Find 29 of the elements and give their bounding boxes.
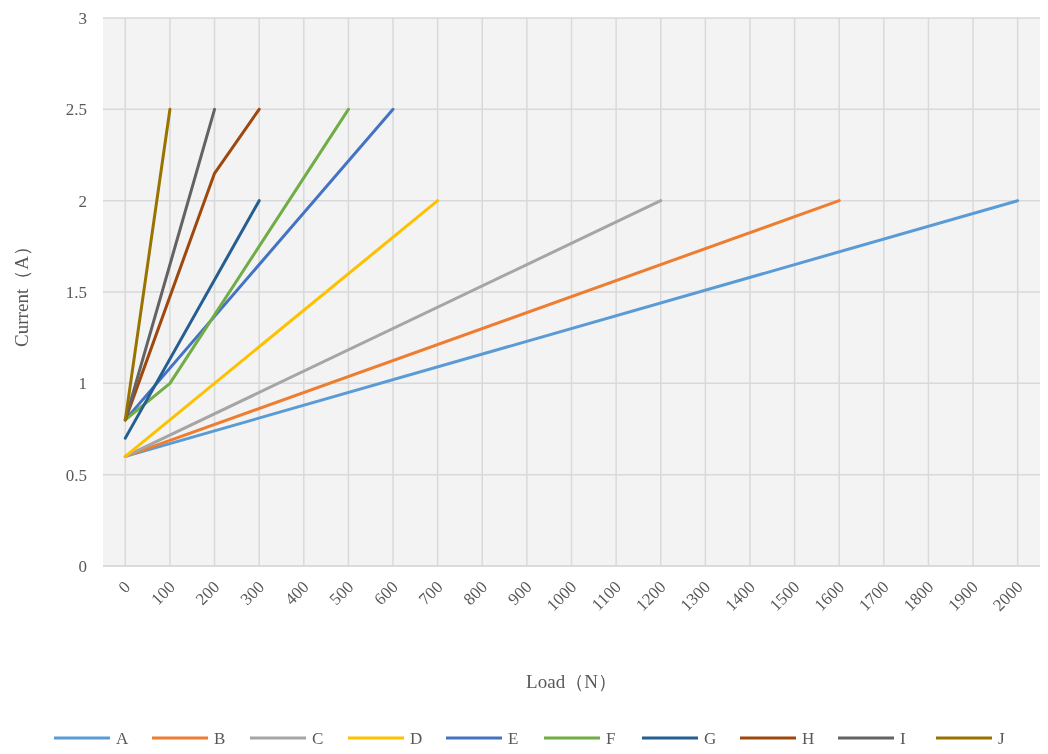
y-tick-label: 2.5 (65, 100, 87, 120)
y-tick-label: 2 (78, 191, 87, 211)
x-tick-label: 500 (325, 577, 358, 609)
x-tick-label: 300 (236, 577, 268, 609)
y-tick-label: 0 (78, 556, 87, 576)
y-tick-label: 3 (78, 8, 87, 28)
y-tick-label: 1.5 (65, 282, 87, 302)
x-tick-label: 600 (370, 577, 402, 609)
legend-label: C (312, 728, 324, 748)
y-tick-label: 0.5 (65, 465, 87, 485)
y-tick-label: 1 (78, 374, 87, 394)
legend-label: A (116, 728, 129, 748)
x-tick-label: 800 (459, 577, 492, 609)
legend-label: F (606, 728, 616, 748)
x-tick-label: 0 (114, 577, 135, 597)
legend-label: H (802, 728, 815, 748)
x-tick-label: 200 (191, 577, 224, 609)
legend-label: G (704, 728, 717, 748)
legend-label: E (508, 728, 519, 748)
legend-label: D (410, 728, 423, 748)
x-tick-label: 900 (504, 577, 536, 609)
x-tick-label: 100 (147, 577, 179, 609)
y-axis-title: Current（A） (11, 237, 32, 347)
legend-label: I (900, 728, 906, 748)
x-axis-title: Load（N） (526, 671, 617, 692)
x-tick-label: 700 (415, 577, 447, 609)
legend-label: B (214, 728, 226, 748)
legend-label: J (998, 728, 1005, 748)
x-tick-label: 400 (281, 577, 313, 609)
